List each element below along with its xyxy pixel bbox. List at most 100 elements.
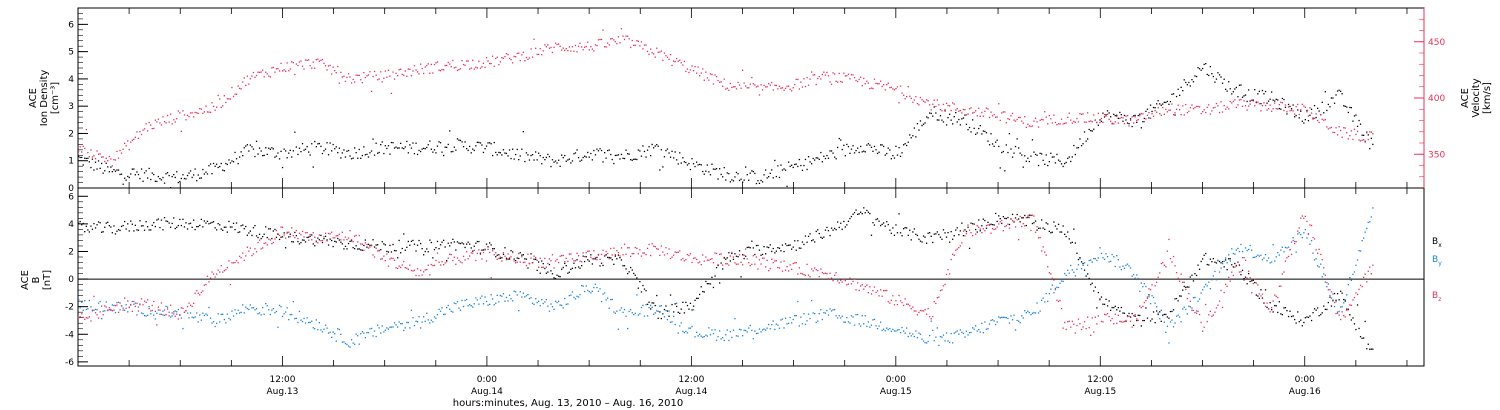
b-bx-point	[1211, 261, 1213, 263]
ion-density-point	[245, 145, 247, 147]
b-bx-point	[159, 226, 161, 229]
b-by-point	[1169, 321, 1172, 323]
b-bx-point	[323, 238, 325, 240]
b-bz-point	[228, 260, 230, 262]
velocity-point	[1142, 113, 1144, 115]
b-by-point	[588, 290, 590, 293]
b-by-point	[1290, 241, 1293, 243]
velocity-point	[607, 42, 609, 44]
b-bz-point	[350, 239, 353, 241]
b-bz-point	[208, 281, 210, 283]
b-bz-point	[370, 245, 373, 247]
ion-density-point	[901, 152, 903, 154]
b-bx-point	[1188, 286, 1190, 288]
velocity-point	[427, 63, 429, 65]
b-bx-point	[1142, 319, 1144, 322]
b-bx-point	[972, 223, 974, 225]
ion-density-point	[602, 161, 604, 163]
b-by-point	[855, 314, 857, 316]
velocity-point	[780, 87, 782, 89]
b-bx-point	[579, 267, 581, 269]
velocity-point	[404, 70, 406, 72]
velocity-point	[182, 110, 184, 112]
ion-density-point	[502, 149, 505, 151]
b-bz-point	[515, 262, 517, 264]
velocity-point	[1298, 113, 1300, 116]
b-bx-point	[358, 248, 360, 250]
ion-density-point	[383, 152, 385, 155]
b-by-point	[725, 334, 727, 336]
ion-density-point	[318, 142, 320, 145]
velocity-point	[470, 67, 472, 69]
b-bx-point	[475, 242, 477, 244]
b-by-point	[114, 312, 117, 314]
b-bz-point	[255, 251, 258, 253]
ion-density-point	[991, 143, 994, 145]
velocity-point	[249, 78, 251, 80]
b-bx-point	[124, 220, 126, 223]
ion-density-point	[815, 157, 817, 159]
b-bz-point	[1014, 226, 1017, 228]
b-by-point	[1140, 282, 1142, 284]
ion-density-point	[755, 182, 758, 185]
ion-density-point	[1289, 105, 1291, 108]
b-bz-point	[1122, 321, 1124, 323]
b-by-point	[533, 303, 535, 306]
b-by-point	[469, 304, 471, 306]
velocity-point	[99, 153, 101, 155]
b-bx-point	[485, 243, 488, 245]
b-bz-point	[430, 263, 432, 266]
b-bz-point	[1215, 307, 1218, 309]
b-bx-point	[763, 246, 765, 248]
b-bx-point	[1208, 264, 1210, 266]
b-by-point	[1198, 298, 1201, 300]
b-bx-point	[769, 244, 771, 246]
b-bz-point	[1169, 258, 1172, 260]
ion-density-point	[1298, 117, 1300, 119]
b-bz-point	[803, 274, 805, 276]
ion-density-point	[561, 154, 563, 156]
b-by-point	[961, 331, 963, 333]
b-bz-point	[449, 253, 451, 255]
ion-density-point	[145, 170, 147, 172]
b-bx-point	[714, 275, 716, 277]
velocity-point	[137, 137, 140, 139]
b-bx-point	[1277, 311, 1279, 314]
velocity-point	[886, 84, 888, 86]
velocity-point	[625, 35, 627, 37]
b-bz-point	[824, 272, 827, 274]
b-bz-point	[562, 254, 564, 257]
b-bx-point	[1051, 231, 1053, 233]
ion-density-point	[715, 168, 718, 170]
b-bz-point	[705, 256, 707, 258]
velocity-point	[147, 130, 149, 132]
b-by-point	[1145, 285, 1147, 288]
ion-density-point	[1344, 105, 1346, 107]
velocity-point	[987, 108, 989, 110]
velocity-point	[614, 41, 616, 43]
ion-density-point	[1002, 150, 1004, 153]
b-by-point	[199, 314, 201, 316]
ion-density-point	[806, 168, 808, 171]
b-bx-point	[1065, 235, 1067, 238]
b-by-point	[159, 313, 161, 315]
velocity-point	[812, 74, 814, 76]
velocity-point	[157, 118, 159, 120]
velocity-point	[246, 75, 248, 77]
b-bx-point	[1059, 231, 1061, 233]
b-bx-point	[910, 239, 912, 241]
b-by-point	[186, 312, 189, 314]
b-bx-point	[281, 236, 284, 238]
b-bx-point	[383, 243, 385, 245]
ion-density-point	[200, 177, 202, 179]
b-bz-point	[389, 258, 391, 260]
ion-density-point	[444, 146, 446, 148]
ion-density-point	[90, 166, 92, 169]
b-bx-point	[867, 211, 869, 213]
b-bz-point	[838, 282, 840, 284]
b-by-point	[1142, 286, 1144, 288]
b-bx-point	[501, 257, 503, 259]
b-by-point	[1076, 268, 1078, 270]
ion-density-point	[809, 161, 811, 163]
velocity-point	[781, 87, 784, 89]
